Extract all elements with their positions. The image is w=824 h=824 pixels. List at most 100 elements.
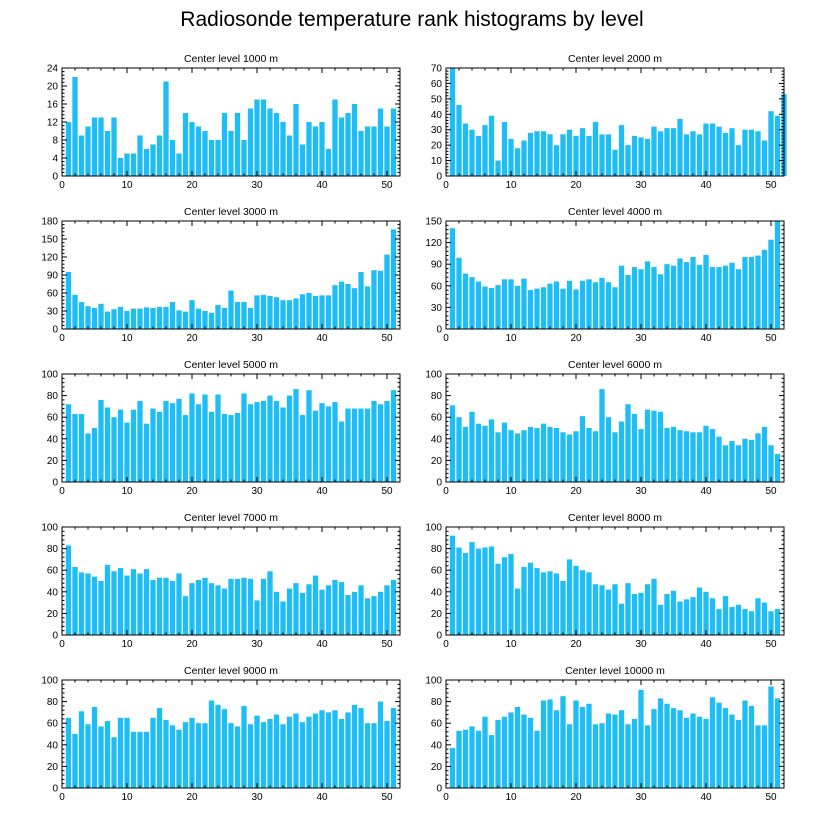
x-tick-label: 30 bbox=[251, 639, 263, 650]
histogram-bar bbox=[143, 149, 150, 176]
histogram-bar bbox=[117, 306, 124, 329]
histogram-bar bbox=[182, 311, 189, 329]
panel-title: Center level 6000 m bbox=[568, 359, 662, 371]
histogram-bar bbox=[306, 390, 312, 482]
y-tick-label: 60 bbox=[47, 289, 59, 300]
x-tick-label: 50 bbox=[765, 180, 777, 191]
histogram-bar bbox=[358, 408, 364, 482]
histogram-bar bbox=[579, 416, 586, 482]
histogram-bar bbox=[625, 724, 631, 788]
y-tick-label: 60 bbox=[47, 413, 59, 424]
panel-title: Center level 10000 m bbox=[565, 665, 665, 677]
histogram-bar bbox=[319, 589, 325, 635]
histogram-bar bbox=[124, 422, 130, 482]
x-tick-label: 20 bbox=[186, 333, 198, 344]
x-tick-label: 30 bbox=[251, 792, 263, 803]
histogram-bar bbox=[469, 129, 475, 176]
histogram-bar bbox=[332, 285, 338, 329]
y-tick-label: 20 bbox=[47, 82, 59, 93]
histogram-bar bbox=[488, 115, 495, 176]
y-tick-label: 90 bbox=[431, 260, 443, 271]
histogram-bar bbox=[449, 405, 456, 482]
histogram-bar bbox=[605, 282, 612, 329]
histogram-bar bbox=[215, 305, 221, 329]
histogram-bar bbox=[755, 131, 761, 176]
y-tick-label: 150 bbox=[425, 217, 442, 228]
histogram-bar bbox=[657, 411, 664, 482]
x-tick-label: 40 bbox=[316, 333, 328, 344]
histogram-bar bbox=[325, 149, 332, 176]
y-tick-label: 40 bbox=[47, 587, 59, 598]
histogram-bar bbox=[65, 122, 72, 176]
histogram-bar bbox=[221, 113, 228, 176]
histogram-bar bbox=[299, 294, 306, 329]
histogram-bar bbox=[189, 717, 195, 788]
histogram-bar bbox=[586, 428, 592, 482]
histogram-bar bbox=[657, 604, 664, 635]
y-tick-label: 40 bbox=[431, 434, 443, 445]
histogram-bar bbox=[91, 428, 98, 482]
histogram-bar bbox=[690, 597, 696, 635]
histogram-bar bbox=[599, 277, 605, 329]
y-tick-label: 20 bbox=[47, 609, 59, 620]
x-tick-label: 30 bbox=[251, 486, 263, 497]
histogram-bar bbox=[130, 153, 137, 176]
y-tick-label: 20 bbox=[431, 609, 443, 620]
y-tick-label: 60 bbox=[431, 79, 443, 90]
histogram-bar bbox=[651, 410, 657, 482]
histogram-bar bbox=[664, 128, 670, 176]
histogram-bar bbox=[748, 129, 755, 176]
histogram-bar bbox=[664, 593, 670, 635]
x-tick-label: 0 bbox=[443, 180, 449, 191]
histogram-bar bbox=[312, 575, 319, 635]
histogram-bar bbox=[98, 303, 104, 329]
histogram-bar bbox=[345, 408, 351, 482]
x-tick-label: 10 bbox=[121, 180, 133, 191]
histogram-bar bbox=[501, 716, 508, 788]
histogram-bar bbox=[508, 138, 514, 176]
histogram-bar bbox=[618, 603, 625, 635]
histogram-bar bbox=[716, 436, 722, 482]
histogram-bar bbox=[709, 123, 716, 176]
histogram-bar bbox=[560, 696, 566, 788]
x-tick-label: 0 bbox=[443, 333, 449, 344]
histogram-bar bbox=[384, 254, 390, 329]
histogram-bar bbox=[306, 122, 312, 176]
histogram-bar bbox=[761, 249, 768, 329]
histogram-bar bbox=[228, 290, 234, 329]
histogram-bar bbox=[456, 417, 462, 482]
histogram-bar bbox=[456, 257, 462, 329]
histogram-bar bbox=[599, 134, 605, 176]
histogram-bar bbox=[104, 131, 111, 176]
histogram-bar bbox=[482, 716, 488, 788]
histogram-bar bbox=[150, 308, 156, 329]
histogram-bar bbox=[280, 601, 286, 635]
histogram-bar bbox=[254, 715, 260, 788]
histogram-bar bbox=[540, 572, 547, 635]
histogram-bar bbox=[377, 404, 384, 482]
histogram-bar bbox=[293, 583, 299, 635]
x-tick-label: 50 bbox=[381, 180, 393, 191]
histogram-bar bbox=[143, 569, 150, 635]
histogram-bar bbox=[547, 571, 553, 635]
histogram-bar bbox=[228, 578, 234, 635]
histogram-bar bbox=[299, 722, 306, 788]
histogram-bar bbox=[735, 604, 742, 635]
histogram-bar bbox=[521, 278, 527, 329]
histogram-bar bbox=[475, 281, 482, 329]
histogram-bar bbox=[449, 748, 456, 788]
histogram-bar bbox=[104, 407, 111, 482]
histogram-bar bbox=[312, 410, 319, 482]
histogram-bar bbox=[501, 122, 508, 176]
x-tick-label: 30 bbox=[635, 486, 647, 497]
x-tick-label: 0 bbox=[443, 792, 449, 803]
histogram-bar bbox=[65, 717, 72, 788]
histogram-bar bbox=[657, 274, 664, 329]
histogram-bar bbox=[501, 557, 508, 635]
histogram-bar bbox=[117, 568, 124, 635]
histogram-bar bbox=[651, 709, 657, 788]
x-tick-label: 0 bbox=[59, 486, 65, 497]
histogram-bar bbox=[163, 401, 169, 482]
y-tick-label: 50 bbox=[431, 94, 443, 105]
histogram-bar bbox=[319, 403, 325, 482]
